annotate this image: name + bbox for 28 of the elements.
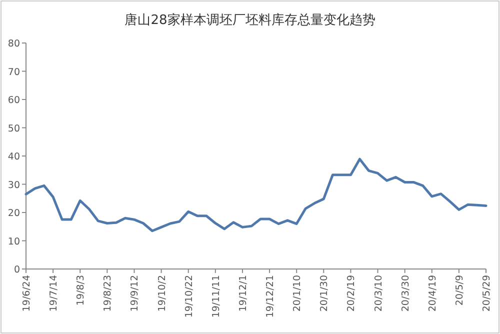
x-tick-label: 19/8/3 [76, 275, 87, 306]
x-tick-label: 19/9/12 [130, 275, 141, 312]
x-tick-label: 20/5/9 [454, 275, 466, 306]
y-tick-label: 50 [8, 123, 20, 134]
x-tick-label: 19/10/22 [184, 275, 195, 318]
y-tick-label: 40 [8, 152, 20, 162]
x-tick-label: 20/1/30 [319, 275, 330, 312]
x-tick-label: 19/6/24 [22, 275, 32, 312]
x-tick-label: 19/10/2 [156, 275, 168, 312]
y-tick-label: 0 [14, 264, 20, 276]
x-tick-label: 20/3/30 [400, 275, 412, 312]
x-tick-label: 20/2/19 [346, 275, 358, 312]
y-tick-label: 10 [8, 236, 20, 248]
y-tick-label: 20 [8, 208, 20, 219]
x-tick-label: 19/12/21 [265, 275, 276, 318]
y-tick-label: 70 [8, 66, 20, 78]
y-tick-label: 60 [8, 95, 20, 106]
x-tick-label: 19/8/23 [102, 275, 114, 312]
x-tick-label: 20/5/29 [482, 275, 492, 312]
x-tick-label: 20/1/10 [292, 275, 304, 312]
x-tick-label: 20/4/19 [427, 275, 438, 312]
x-tick-label: 20/3/10 [373, 275, 384, 312]
x-tick-label: 19/7/14 [48, 275, 60, 312]
x-tick-label: 19/11/11 [210, 275, 222, 318]
y-tick-label: 80 [8, 38, 20, 50]
y-tick-label: 30 [8, 180, 20, 191]
x-tick-label: 19/12/1 [238, 275, 249, 312]
chart-title: 唐山28家样本调坯厂坯料库存总量变化趋势 [124, 12, 376, 28]
